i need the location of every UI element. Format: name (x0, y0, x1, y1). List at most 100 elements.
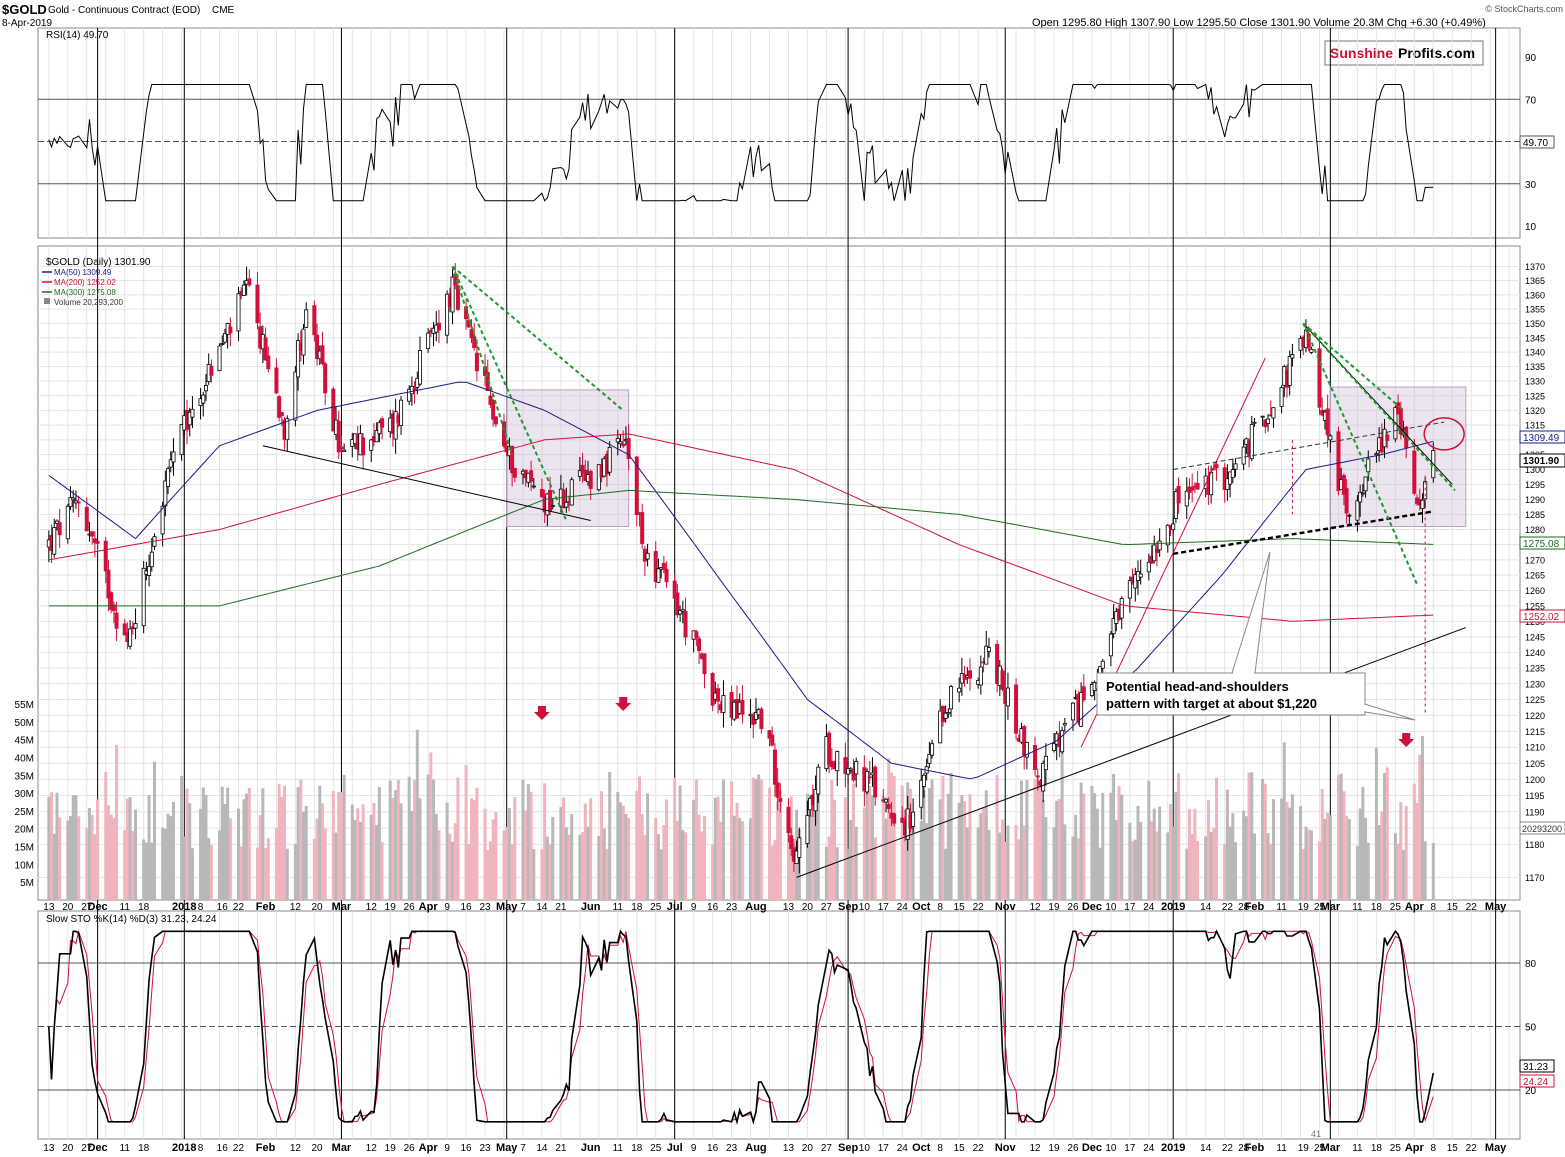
volume-bar (589, 798, 593, 900)
candle-body (147, 565, 152, 576)
volume-bar (50, 792, 54, 900)
volume-bar (1215, 777, 1219, 900)
volume-bar (684, 832, 688, 900)
candle-body (1412, 450, 1417, 494)
price-tick-label: 1260 (1525, 586, 1545, 596)
candle-body (222, 333, 227, 343)
volume-bar (432, 779, 436, 900)
volume-bar (334, 832, 338, 900)
volume-bar (564, 827, 568, 900)
volume-bar (375, 825, 379, 900)
x-tick-label: 17 (878, 902, 890, 913)
volume-bar (662, 824, 666, 900)
volume-bar (1098, 847, 1102, 900)
x-tick-label: 14 (1200, 1143, 1212, 1154)
x-tick-label: Feb (256, 1142, 276, 1154)
volume-bar (1166, 832, 1170, 900)
volume-bar (1358, 808, 1362, 900)
volume-bar (207, 838, 211, 900)
volume-bar (1017, 839, 1021, 900)
volume-bar (1309, 830, 1313, 900)
candle-body (106, 569, 111, 599)
volume-bar (293, 844, 297, 900)
candle-body (114, 612, 119, 629)
volume-bar (1418, 754, 1422, 900)
volume-bar (600, 791, 604, 900)
candle-body (217, 345, 222, 372)
volume-bar (171, 801, 175, 900)
volume-bar (494, 812, 498, 900)
x-tick-label: Feb (1245, 901, 1265, 913)
axes: 10 30 50 70 90 5M 10M 15M 20M 25M 30M 35M 40M 45M 50M 5… (15, 53, 1545, 1154)
volume-bar (1271, 799, 1275, 900)
ma300-line (48, 489, 1434, 607)
volume-bar (223, 804, 227, 900)
volume-bar (540, 849, 544, 900)
candle-body (510, 445, 515, 474)
x-tick-label: 25 (1390, 902, 1402, 913)
rsi-tick-label: 10 (1525, 222, 1537, 233)
volume-bar (887, 758, 891, 900)
volume-bar (96, 799, 100, 900)
candle-body (491, 400, 496, 420)
candle-body (141, 567, 146, 627)
volume-bar (1022, 825, 1026, 900)
volume-bar (218, 830, 222, 900)
candle-body (675, 592, 680, 616)
green-fan-1 (451, 266, 568, 521)
sto-tick-label: 50 (1525, 1023, 1537, 1034)
x-tick-label: 18 (138, 1143, 150, 1154)
x-tick-label: 18 (631, 1143, 643, 1154)
volume-bar (1290, 794, 1294, 900)
volume-bar (811, 811, 815, 900)
candle-body (772, 749, 777, 785)
volume-bar (1234, 842, 1238, 900)
volume-bar (445, 802, 449, 900)
volume-bar (524, 810, 528, 900)
candle-body (277, 396, 282, 418)
volume-bar (1174, 791, 1178, 900)
volume-bar (153, 761, 157, 900)
candle-body (241, 284, 246, 296)
volume-tick-label: 10M (15, 860, 34, 871)
green-fan-3 (451, 265, 624, 412)
x-tick-label: 14 (536, 902, 548, 913)
x-tick-label: 26 (404, 1143, 416, 1154)
candle-body (789, 835, 794, 850)
volume-tick-label: 50M (15, 718, 34, 729)
volume-bar (426, 774, 430, 900)
candle-body (1119, 598, 1124, 619)
volume-bar (1385, 767, 1389, 900)
volume-bar (85, 827, 89, 900)
x-tick-label: Mar (1321, 901, 1341, 913)
volume-bar (1133, 839, 1137, 900)
candle-body (279, 412, 284, 417)
volume-bar (55, 792, 59, 900)
x-tick-label: 8 (198, 902, 204, 913)
candle-body (813, 789, 818, 812)
candle-body (331, 388, 336, 432)
volume-bar (827, 836, 831, 900)
volume-bar (228, 818, 232, 900)
candle-body (122, 623, 127, 636)
uptrend-line (796, 627, 1466, 878)
candle-body (618, 441, 623, 445)
green-fan-4 (1302, 322, 1418, 585)
volume-bar (995, 775, 999, 900)
volume-bar (1117, 786, 1121, 900)
green-fan-6 (1302, 322, 1405, 412)
volume-bar (1025, 779, 1029, 900)
x-tick-label: 11 (613, 902, 624, 913)
volume-tick-label: 55M (15, 700, 34, 711)
candle-body (678, 610, 683, 615)
candle-body (377, 422, 382, 435)
candle-body (753, 712, 758, 720)
trendlines (262, 265, 1466, 878)
volume-bar (949, 772, 953, 900)
volume-bar (759, 779, 763, 900)
volume-bar (453, 823, 457, 900)
candle-body (1249, 424, 1254, 460)
volume-bar (502, 830, 506, 900)
x-tick-label: 11 (1352, 1143, 1363, 1154)
x-tick-label: 10 (859, 1143, 871, 1154)
